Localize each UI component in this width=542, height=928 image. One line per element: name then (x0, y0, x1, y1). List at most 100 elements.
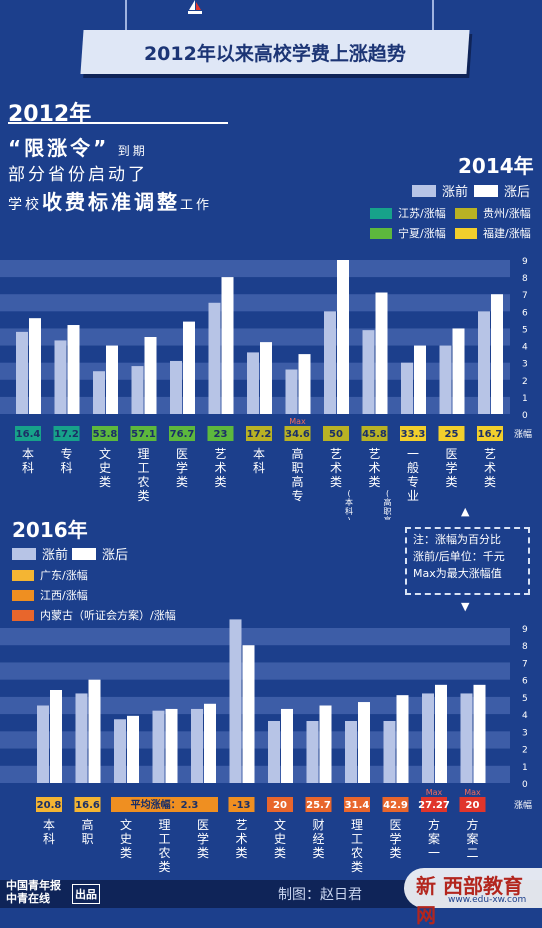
category-label: 文 (274, 817, 286, 832)
bar-before (16, 331, 28, 414)
group-legend-label: 内蒙古（听证会方案）/涨幅 (40, 609, 176, 622)
y-tick-label: 8 (522, 274, 528, 284)
category-label: 文 (99, 446, 111, 461)
category-label: 财 (312, 818, 324, 832)
bar-after (298, 354, 311, 414)
bar-after (414, 345, 426, 414)
y-tick-label: 7 (522, 659, 528, 669)
category-label: 案 (428, 831, 440, 846)
category-label: 职 (81, 832, 93, 846)
increase-badge (74, 797, 101, 812)
bar-before (208, 302, 221, 414)
category-sublabel: 本 (345, 497, 353, 507)
category-label: 类 (368, 475, 380, 489)
group-legend-label: 江苏/涨幅 (398, 207, 446, 220)
category-label: 艺 (330, 447, 342, 461)
bar-after (337, 260, 349, 414)
increase-badge (15, 426, 41, 441)
intro-line1: “限涨令” 到期 (8, 132, 148, 161)
legend-before-swatch-2016 (12, 547, 36, 560)
group-legend-swatch (12, 569, 34, 581)
category-label: 一 (407, 447, 419, 461)
bar-before (383, 721, 396, 783)
category-label: 方 (466, 817, 478, 832)
increase-value: 20 (466, 800, 480, 811)
intro-line3-b: 收费标准调整 (42, 190, 180, 214)
category-label: 类 (484, 475, 496, 489)
increase-value: 57.1 (131, 429, 156, 440)
bar-before (191, 708, 203, 783)
watermark-logo: 新 西部教育网 www.edu-xw.com (404, 868, 542, 927)
category-label: 学 (445, 460, 457, 475)
grid-band (0, 628, 510, 646)
bar-after (242, 645, 255, 783)
bar-after (165, 708, 178, 783)
category-label: 高 (291, 446, 303, 461)
legend-before-label-2016: 涨前 (42, 548, 69, 563)
category-label: 艺 (368, 447, 380, 461)
watermark-url: www.edu-xw.com (448, 895, 527, 905)
bar-before (93, 371, 105, 414)
grid-band (0, 260, 510, 278)
increase-value: 17.2 (247, 429, 272, 440)
banner-string-right (432, 0, 434, 32)
category-label: 史 (99, 461, 111, 475)
category-sublabel: ( (347, 489, 350, 498)
bar-after (452, 328, 465, 414)
category-label: 般 (407, 460, 419, 475)
bar-after (358, 702, 370, 783)
increase-badge (477, 426, 503, 441)
group-legend-label: 广东/涨幅 (40, 569, 88, 582)
category-label: 类 (137, 489, 149, 503)
chart-2016-legend-before: 涨前 (12, 543, 68, 563)
category-label: 理 (137, 447, 149, 461)
increase-badge (459, 797, 486, 812)
bar-after (183, 321, 195, 414)
category-sublabel: 职 (384, 507, 392, 516)
increase-value: 20 (273, 800, 287, 811)
category-label: 高 (291, 474, 303, 489)
y-tick-label: 1 (522, 394, 528, 404)
y-tick-label: 2 (522, 746, 528, 756)
page-title: 2012年以来高校学费上涨趋势 (80, 30, 470, 74)
category-label: 学 (389, 831, 401, 846)
category-label: 科 (253, 461, 265, 475)
increase-value: 50 (329, 429, 343, 440)
category-label: 理 (351, 818, 363, 832)
increase-badge (400, 426, 426, 441)
category-label: 术 (368, 461, 380, 475)
increase-value: 25 (445, 429, 459, 440)
increase-badge (36, 797, 62, 812)
group-legend-swatch (455, 227, 477, 239)
intro-line3-a: 学校 (8, 197, 42, 213)
category-label: 业 (407, 489, 419, 503)
group-legend-swatch (455, 207, 477, 219)
grid-band (0, 696, 510, 715)
bar-after (221, 277, 234, 414)
bar-after (319, 705, 332, 783)
average-badge (111, 797, 218, 812)
intro-underline (8, 122, 228, 124)
y-tick-label: 5 (522, 325, 528, 335)
category-sublabel: 高 (384, 515, 392, 520)
bar-before (268, 721, 280, 783)
bar-after (435, 684, 447, 783)
increase-axis-label: 涨幅 (514, 428, 532, 440)
increase-value: 31.4 (345, 800, 370, 811)
group-legend-item: 福建/涨幅 (455, 225, 540, 241)
bar-before (422, 693, 434, 783)
category-sublabel: ) (347, 516, 350, 520)
intro-suffix: 到期 (117, 144, 148, 158)
increase-badge (130, 426, 157, 441)
legend-after-swatch (474, 184, 498, 197)
chart-2016-legend-after: 涨后 (72, 543, 128, 563)
bar-before (439, 345, 452, 414)
category-sublabel: 高 (384, 497, 392, 507)
category-label: 文 (120, 817, 132, 832)
bar-before (247, 352, 259, 414)
category-label: 类 (176, 475, 188, 489)
legend-before-label: 涨前 (442, 185, 469, 200)
bar-after (127, 715, 139, 783)
max-marker: Max (426, 788, 443, 797)
intro-line3-c: 工作 (180, 198, 213, 213)
